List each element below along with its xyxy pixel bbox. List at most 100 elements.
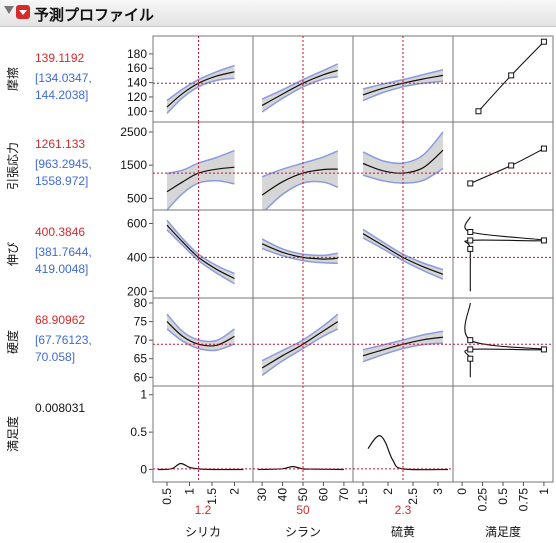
profile-panel: [452, 209, 554, 299]
desirability-handle: [467, 337, 474, 344]
y-tick-label: 0.5: [130, 425, 147, 439]
response-current-value: 400.3846: [35, 225, 85, 239]
response-name: 引張応力: [6, 142, 20, 190]
response-current-value: 139.1192: [35, 51, 84, 65]
response-ci-upper: 1558.972]: [35, 174, 88, 188]
factor-name: 硫黄: [391, 524, 415, 539]
response-ci-lower: [67.76123,: [35, 333, 92, 347]
desirability-handle: [467, 228, 474, 235]
disclosure-triangle-icon[interactable]: [4, 6, 14, 14]
confidence-band-lower: [166, 328, 235, 352]
factor-current-value: 2.3: [395, 503, 412, 517]
desirability-handle: [540, 237, 547, 244]
confidence-band-upper: [362, 68, 444, 90]
y-tick-label: 1500: [120, 158, 147, 172]
y-tick-label: 2500: [120, 125, 147, 139]
y-tick-label: 400: [127, 250, 147, 264]
response-current-value: 68.90962: [35, 313, 85, 327]
response-name: 満足度: [5, 416, 20, 452]
x-tick-label: 70: [337, 488, 351, 502]
confidence-band-lower: [166, 77, 235, 114]
profiler-header: 予測プロファイル: [0, 0, 556, 27]
x-tick-label: 1.5: [205, 488, 219, 505]
response-ci-upper: 144.2038]: [35, 88, 88, 102]
profile-panel: [452, 385, 554, 483]
desirability-handle: [467, 346, 474, 353]
desirability-handle: [508, 162, 515, 169]
response-current-value: 1261.133: [35, 137, 85, 151]
y-tick-label: 0: [140, 463, 147, 477]
y-tick-label: 60: [134, 370, 148, 384]
x-tick-label: 3: [431, 488, 445, 495]
confidence-band: [167, 65, 235, 114]
x-tick-label: 1.5: [356, 488, 370, 505]
x-tick-label: 50: [296, 488, 310, 502]
y-tick-label: 500: [127, 191, 147, 205]
desirability-handle: [467, 180, 474, 187]
x-tick-label: 0.25: [476, 488, 490, 512]
response-ci-lower: [963.2945,: [35, 157, 92, 171]
response-name: 伸び: [6, 242, 20, 266]
confidence-band: [167, 220, 235, 284]
x-tick-label: 2.5: [406, 488, 420, 505]
factor-name: 満足度: [485, 524, 521, 539]
x-tick-label: 0.5: [160, 488, 174, 505]
desirability-handle: [467, 245, 474, 252]
x-tick-label: 0.75: [516, 488, 530, 512]
confidence-band-lower: [261, 76, 338, 113]
y-tick-label: 120: [127, 90, 147, 104]
x-tick-label: 1: [183, 488, 197, 495]
desirability-handle: [475, 108, 482, 115]
desirability-handle: [540, 38, 547, 45]
y-tick-label: 140: [127, 76, 147, 90]
confidence-band-upper: [166, 64, 235, 102]
y-tick-label: 1: [140, 388, 147, 402]
confidence-band-upper: [261, 63, 339, 100]
factor-current-value: 1.2: [195, 503, 212, 517]
response-current-value: 0.008031: [35, 401, 85, 415]
response-name: 摩擦: [5, 67, 20, 91]
desirability-handle: [540, 346, 547, 353]
y-tick-label: 200: [127, 284, 147, 298]
desirability-handle: [508, 72, 515, 79]
profile-panel: [452, 35, 554, 123]
confidence-band-lower: [362, 237, 444, 280]
x-tick-label: 1: [537, 488, 551, 495]
y-tick-label: 100: [127, 104, 147, 118]
y-tick-label: 65: [134, 352, 148, 366]
confidence-band-lower: [166, 229, 235, 285]
factor-name: シリカ: [185, 525, 221, 539]
x-tick-label: 0: [455, 488, 469, 495]
factor-name: シラン: [285, 525, 321, 539]
x-tick-label: 2: [228, 488, 242, 495]
y-tick-label: 160: [127, 61, 147, 75]
profile-curve: [157, 462, 244, 471]
desirability-handle: [467, 355, 474, 362]
confidence-band-lower: [261, 247, 338, 265]
desirability-handle: [540, 145, 547, 152]
profile-curve: [257, 465, 344, 471]
y-tick-label: 70: [134, 333, 148, 347]
confidence-band-lower: [261, 328, 339, 377]
y-tick-label: 600: [127, 216, 147, 230]
profile-panel: [152, 385, 254, 483]
x-tick-label: 30: [255, 488, 269, 502]
y-tick-label: 75: [134, 315, 148, 329]
factor-current-value: 50: [296, 503, 310, 517]
response-ci-lower: [134.0347,: [35, 71, 92, 85]
x-tick-label: 40: [276, 488, 290, 502]
response-name: 硬度: [5, 330, 20, 354]
x-tick-label: 60: [316, 488, 330, 502]
response-ci-lower: [381.7644,: [35, 245, 92, 259]
confidence-band: [262, 150, 338, 214]
response-ci-upper: 419.0048]: [35, 262, 88, 276]
confidence-band: [167, 150, 235, 210]
response-ci-upper: 70.058]: [35, 350, 75, 364]
confidence-band-lower: [362, 80, 444, 102]
x-tick-label: 0.5: [496, 488, 510, 505]
y-tick-label: 80: [134, 296, 148, 310]
profiler-title: 予測プロファイル: [34, 7, 155, 24]
red-triangle-menu-icon[interactable]: [16, 5, 30, 19]
